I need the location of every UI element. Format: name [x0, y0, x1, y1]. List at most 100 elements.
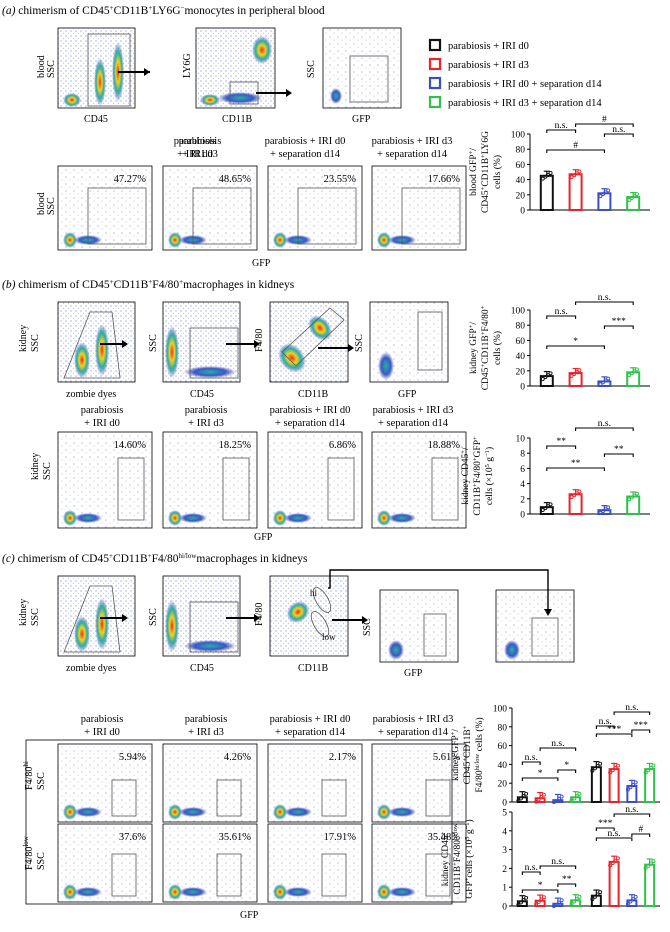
tick-label: 0 [520, 383, 525, 393]
svg-text:+ IRI d3: + IRI d3 [188, 727, 224, 738]
data-point [548, 371, 553, 376]
significance-bracket [603, 133, 634, 137]
tick-label: 20 [516, 191, 526, 201]
gate-box [117, 457, 145, 521]
data-point [629, 371, 634, 376]
axis-label: SSC [30, 334, 41, 352]
tick-label: 20 [516, 367, 526, 377]
bar [568, 493, 583, 515]
axis-label: kidney [18, 325, 29, 352]
svg-text:parabiosis: parabiosis [185, 405, 228, 416]
data-point [540, 508, 545, 512]
flow-plot: 35.48% [371, 823, 467, 903]
significance-bracket [613, 711, 651, 715]
axis-label: F4/80hi [22, 761, 35, 790]
svg-text:parabiosis: parabiosis [81, 405, 124, 416]
gate-percentage: 37.6% [119, 832, 146, 843]
data-point [577, 791, 582, 796]
tick-label: 8 [520, 450, 525, 460]
axis-label: GFP [240, 910, 259, 921]
significance-bracket [631, 833, 651, 837]
data-point [521, 898, 526, 903]
axis-label: kidney [18, 599, 29, 626]
data-point [569, 373, 574, 378]
tick-label: 100 [511, 131, 526, 141]
tick-label: 40 [498, 761, 508, 771]
gate-box [425, 779, 451, 817]
tick-label: 4 [502, 827, 507, 837]
significance-label: # [638, 825, 643, 835]
significance-label: *** [607, 725, 622, 735]
flow-plot: 14.60% [57, 431, 153, 529]
gate-box [222, 457, 250, 521]
bar [644, 863, 656, 908]
gate-box [297, 187, 357, 245]
significance-bracket [546, 149, 605, 153]
data-point [648, 765, 653, 770]
data-point [574, 171, 579, 176]
data-point [598, 511, 603, 515]
flow-plot: 47.27% [57, 165, 153, 251]
data-point [590, 768, 595, 773]
tick-label: 0 [520, 207, 525, 217]
tick-label: 10 [516, 435, 526, 445]
data-point [577, 368, 582, 373]
axis-label: F4/80 [254, 329, 265, 352]
legend-swatch [428, 38, 442, 52]
data-point [540, 176, 545, 181]
significance-label: n.s. [555, 121, 568, 131]
legend-swatch [428, 95, 442, 109]
data-point [633, 894, 638, 899]
significance-bracket [539, 865, 577, 869]
gate-box [216, 853, 242, 897]
data-point [615, 856, 620, 861]
significance-label: * [564, 761, 569, 771]
svg-text:parabiosis + IRI d0: parabiosis + IRI d0 [270, 405, 351, 416]
significance-label: n.s. [598, 419, 611, 429]
svg-text:parabiosis + IRI d3: parabiosis + IRI d3 [373, 714, 454, 725]
data-point [627, 373, 632, 378]
data-point [606, 505, 611, 510]
tick-label: 60 [516, 337, 526, 347]
legend-swatch [428, 57, 442, 71]
svg-text:parabiosis: parabiosis [81, 714, 124, 725]
arrow-icon [254, 614, 260, 622]
data-point [632, 369, 637, 374]
data-point [643, 770, 648, 775]
data-point [577, 894, 582, 899]
tick-label: 1 [502, 884, 507, 894]
arrow-icon [254, 340, 260, 348]
data-point [601, 380, 605, 385]
flow-plot-a-ly6g [195, 27, 276, 109]
significance-label: n.s. [525, 753, 538, 763]
svg-text:+ separation d14: + separation d14 [275, 418, 346, 429]
svg-text:+ IRI d3: + IRI d3 [188, 418, 224, 429]
data-point [574, 491, 579, 496]
axis-label: LY6G [182, 53, 193, 78]
data-point [524, 895, 529, 900]
flow-plot: 5.61% [371, 743, 467, 823]
gate-percentage: 47.27% [114, 174, 147, 185]
data-point [628, 899, 633, 904]
axis-label: CD45 [84, 114, 108, 125]
data-point [559, 794, 564, 799]
significance-label: ** [562, 875, 572, 885]
data-point [543, 375, 548, 380]
significance-bracket [539, 747, 577, 751]
flow-row-b: 14.60% 18.25% 6.86% 18.88% [57, 431, 467, 529]
data-point [534, 799, 539, 804]
gate-percentage: 18.25% [219, 440, 252, 451]
svg-text:+ separation d14: + separation d14 [378, 418, 449, 429]
data-point [595, 892, 600, 897]
flow-plot: 48.65% [162, 165, 258, 251]
significance-label: n.s. [599, 717, 612, 727]
group-headers-b: parabiosis + IRI d0 parabiosis + IRI d3 … [81, 405, 454, 429]
flow-plot-b-gfp [369, 301, 449, 383]
axis-label: SSC [46, 60, 57, 78]
significance-bracket [613, 813, 651, 817]
tick-label: 40 [516, 352, 526, 362]
flow-plot-a-blood-cd45 [57, 27, 136, 109]
gate-percentage: 48.65% [219, 174, 252, 185]
significance-bracket [546, 129, 577, 133]
data-point [574, 370, 579, 375]
